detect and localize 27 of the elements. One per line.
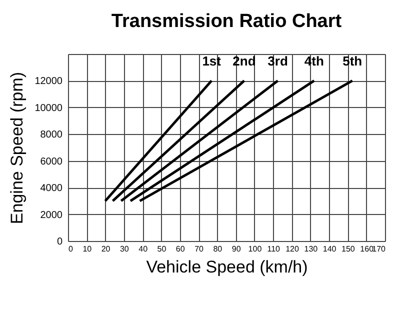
y-tick-label: 6000: [40, 156, 63, 168]
y-tick-label: 2000: [40, 210, 63, 221]
x-tick-label: 70: [194, 244, 204, 254]
x-tick-label: 110: [267, 244, 281, 254]
x-tick-label: 120: [286, 244, 300, 254]
x-tick-label: 170: [372, 244, 386, 254]
y-axis-title: Engine Speed (rpm): [8, 72, 27, 224]
x-tick-label: 140: [322, 244, 337, 254]
x-axis-title: Vehicle Speed (km/h): [146, 258, 308, 276]
x-tick-label: 30: [120, 244, 130, 254]
x-tick-label: 160: [360, 244, 374, 254]
x-tick-label: 40: [138, 244, 148, 254]
x-tick-label: 0: [68, 244, 74, 254]
chart-title: Transmission Ratio Chart: [111, 11, 342, 32]
x-tick-label: 130: [304, 244, 318, 254]
x-tick-label: 50: [157, 244, 167, 254]
y-tick-label: 12000: [34, 76, 63, 88]
x-tick-label: 60: [176, 244, 186, 254]
x-tick-label: 90: [232, 244, 242, 254]
x-tick-label: 100: [248, 244, 262, 254]
x-tick-label: 10: [82, 244, 92, 254]
x-tick-label: 20: [101, 244, 111, 254]
y-tick-label: 8000: [40, 130, 63, 141]
x-tick-label: 80: [213, 244, 223, 254]
x-tick-label: 150: [342, 244, 356, 254]
y-tick-label: 4000: [40, 183, 63, 194]
y-tick-label: 10000: [34, 102, 63, 114]
